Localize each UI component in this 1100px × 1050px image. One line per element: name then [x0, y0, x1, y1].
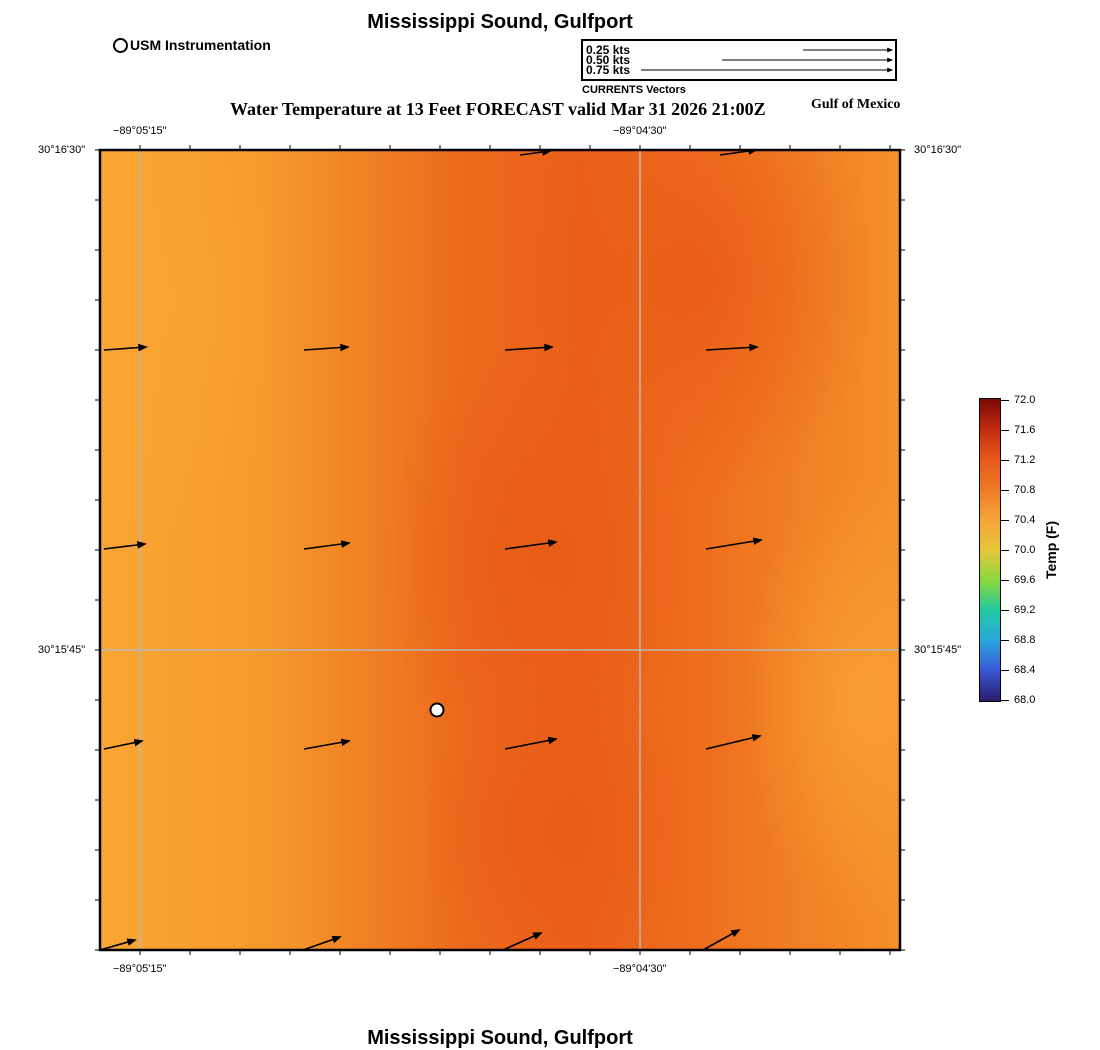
- colorbar-tickmark: [1001, 580, 1009, 581]
- current-vector-arrow: [504, 539, 558, 550]
- colorbar-tick-label: 70.8: [1014, 484, 1036, 496]
- current-vector-arrow: [502, 932, 543, 950]
- vector-key-label-2: 0.50 kts: [586, 53, 631, 67]
- vector-key-label-1: 0.25 kts: [586, 43, 631, 57]
- colorbar-tickmark: [1001, 400, 1009, 401]
- map-footer-title: Mississippi Sound, Gulfport: [367, 1027, 633, 1049]
- colorbar-tick-label: 69.2: [1014, 604, 1036, 616]
- colorbar-tick-label: 70.0: [1014, 544, 1036, 556]
- temperature-field: [100, 150, 900, 950]
- current-vector-arrow: [103, 343, 148, 352]
- lat-label-right-2: 30°15'45": [914, 644, 962, 656]
- station-legend: USM Instrumentation: [113, 37, 271, 53]
- current-vector-arrow: [504, 343, 554, 352]
- axis-ticks: [95, 145, 905, 955]
- current-vector-arrow: [302, 935, 342, 950]
- colorbar-tickmark: [1001, 640, 1009, 641]
- current-vector-arrow: [303, 738, 351, 750]
- current-vector-arrow: [705, 537, 763, 550]
- colorbar-tickmark: [1001, 550, 1009, 551]
- colorbar-tick-label: 71.6: [1014, 424, 1036, 436]
- colorbar-tick-label: 69.6: [1014, 574, 1036, 586]
- temperature-colorbar: [979, 398, 1001, 702]
- colorbar-tick-label: 68.8: [1014, 634, 1036, 646]
- station-marker-icon: [113, 37, 128, 53]
- map-title: Mississippi Sound, Gulfport: [367, 11, 633, 33]
- colorbar-tickmark: [1001, 610, 1009, 611]
- current-vector-arrow: [705, 343, 759, 352]
- current-vector-arrow: [103, 738, 144, 750]
- map-subtitle: Water Temperature at 13 Feet FORECAST va…: [230, 99, 766, 119]
- colorbar-tick-label: 70.4: [1014, 514, 1036, 526]
- colorbar-tickmark: [1001, 430, 1009, 431]
- colorbar-tick-label: 72.0: [1014, 394, 1036, 406]
- graticule: [100, 150, 900, 950]
- colorbar-tick-label: 71.2: [1014, 454, 1036, 466]
- region-label: Gulf of Mexico: [811, 97, 901, 112]
- station-legend-label: USM Instrumentation: [130, 37, 271, 53]
- colorbar-tick-label: 68.4: [1014, 664, 1036, 676]
- current-vector-arrow: [303, 343, 350, 352]
- lat-label-left-1: 30°16'30": [38, 144, 86, 156]
- lon-label-top-2: −89°04'30": [613, 125, 667, 137]
- lon-label-bottom-1: −89°05'15": [113, 963, 167, 975]
- colorbar-tickmark: [1001, 700, 1009, 701]
- usm-station-marker[interactable]: [429, 702, 445, 718]
- colorbar-tick-label: 68.0: [1014, 694, 1036, 706]
- current-vector-arrow: [103, 541, 147, 550]
- lat-label-left-2: 30°15'45": [38, 644, 86, 656]
- colorbar-tickmark: [1001, 460, 1009, 461]
- colorbar-tickmark: [1001, 520, 1009, 521]
- lat-label-right-1: 30°16'30": [914, 144, 962, 156]
- current-vector-arrow: [702, 929, 741, 950]
- current-vectors: [100, 150, 763, 950]
- colorbar-tickmark: [1001, 490, 1009, 491]
- current-vector-arrow: [303, 540, 351, 550]
- lon-label-bottom-2: −89°04'30": [613, 963, 667, 975]
- current-vector-arrow: [705, 734, 762, 750]
- current-vector-arrow: [504, 736, 558, 750]
- colorbar-label: Temp (F): [1043, 520, 1059, 580]
- vector-key-arrows: [641, 47, 894, 73]
- colorbar-tickmark: [1001, 670, 1009, 671]
- current-vector-arrow: [100, 938, 137, 950]
- current-vector-arrow: [519, 150, 552, 156]
- vector-key-caption: CURRENTS Vectors: [582, 84, 686, 96]
- lon-label-top-1: −89°05'15": [113, 125, 167, 137]
- vector-key-label-3: 0.75 kts: [586, 63, 631, 77]
